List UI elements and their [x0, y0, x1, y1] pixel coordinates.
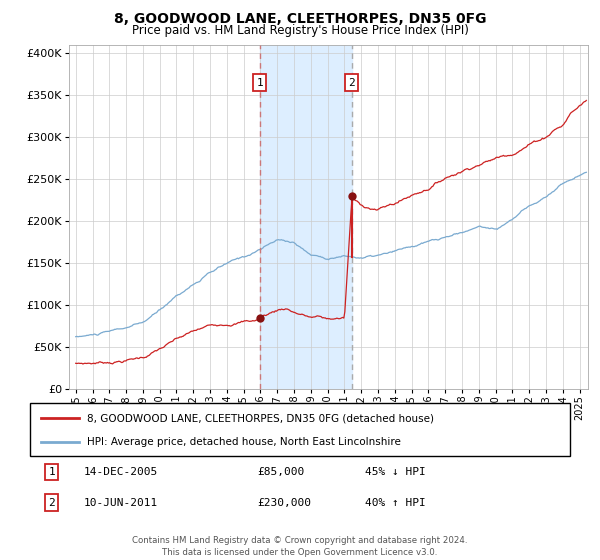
Text: 8, GOODWOOD LANE, CLEETHORPES, DN35 0FG: 8, GOODWOOD LANE, CLEETHORPES, DN35 0FG [114, 12, 486, 26]
Text: Contains HM Land Registry data © Crown copyright and database right 2024.
This d: Contains HM Land Registry data © Crown c… [132, 536, 468, 557]
Text: 45% ↓ HPI: 45% ↓ HPI [365, 467, 425, 477]
Text: £230,000: £230,000 [257, 498, 311, 507]
Text: 2: 2 [349, 78, 355, 87]
Text: Price paid vs. HM Land Registry's House Price Index (HPI): Price paid vs. HM Land Registry's House … [131, 24, 469, 36]
Text: 2: 2 [48, 498, 55, 507]
Text: 40% ↑ HPI: 40% ↑ HPI [365, 498, 425, 507]
Text: 8, GOODWOOD LANE, CLEETHORPES, DN35 0FG (detached house): 8, GOODWOOD LANE, CLEETHORPES, DN35 0FG … [86, 413, 434, 423]
Bar [260, 45, 352, 389]
FancyBboxPatch shape [30, 403, 570, 456]
Text: HPI: Average price, detached house, North East Lincolnshire: HPI: Average price, detached house, Nort… [86, 436, 401, 446]
Text: 1: 1 [48, 467, 55, 477]
Text: 1: 1 [256, 78, 263, 87]
Text: £85,000: £85,000 [257, 467, 304, 477]
Text: 14-DEC-2005: 14-DEC-2005 [84, 467, 158, 477]
Text: 10-JUN-2011: 10-JUN-2011 [84, 498, 158, 507]
